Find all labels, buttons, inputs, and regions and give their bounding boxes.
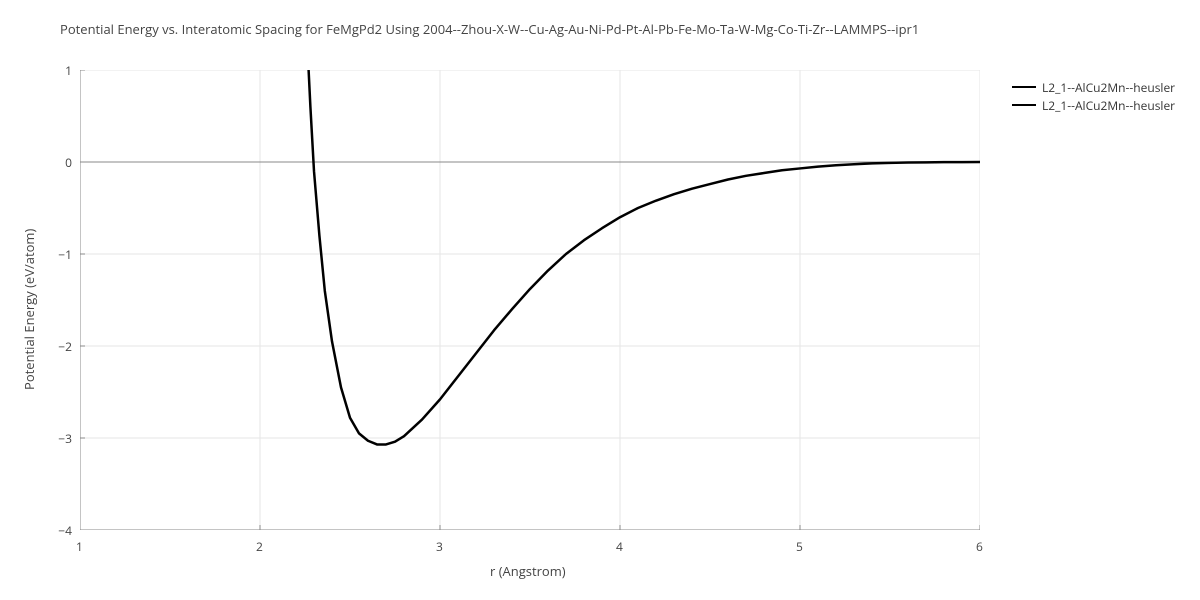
y-tick-label: −4	[58, 522, 72, 539]
legend-item[interactable]: L2_1--AlCu2Mn--heusler	[1012, 96, 1175, 114]
y-tick-label: −2	[58, 338, 72, 355]
y-tick-label: 0	[65, 154, 72, 171]
legend-swatch	[1012, 104, 1036, 107]
y-axis-label: Potential Energy (eV/atom)	[20, 229, 38, 390]
legend-swatch	[1012, 86, 1036, 89]
series-line[interactable]	[296, 70, 980, 444]
x-tick-label: 6	[976, 538, 983, 555]
legend-label: L2_1--AlCu2Mn--heusler	[1042, 97, 1175, 114]
y-tick-label: −1	[58, 246, 72, 263]
x-tick-label: 5	[796, 538, 803, 555]
y-tick-label: −3	[58, 430, 72, 447]
legend-label: L2_1--AlCu2Mn--heusler	[1042, 79, 1175, 96]
x-tick-label: 3	[436, 538, 443, 555]
x-tick-label: 2	[256, 538, 263, 555]
y-tick-label: 1	[65, 62, 72, 79]
plot-area[interactable]	[80, 70, 980, 530]
legend[interactable]: L2_1--AlCu2Mn--heuslerL2_1--AlCu2Mn--heu…	[1012, 78, 1175, 114]
x-tick-label: 4	[616, 538, 623, 555]
chart-container: Potential Energy vs. Interatomic Spacing…	[0, 0, 1200, 600]
x-axis-label: r (Angstrom)	[490, 562, 566, 580]
chart-title: Potential Energy vs. Interatomic Spacing…	[60, 20, 919, 38]
legend-item[interactable]: L2_1--AlCu2Mn--heusler	[1012, 78, 1175, 96]
x-tick-label: 1	[76, 538, 83, 555]
chart-svg	[80, 70, 980, 530]
